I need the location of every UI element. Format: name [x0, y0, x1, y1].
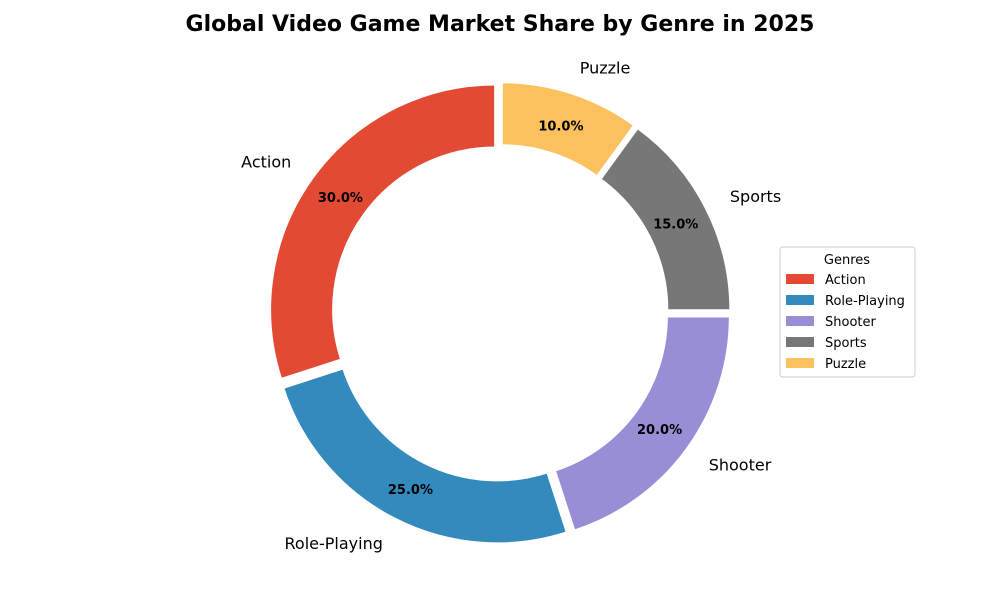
legend-label-action: Action — [825, 273, 866, 288]
slice-sports — [599, 126, 732, 312]
legend-swatch-puzzle — [786, 358, 814, 368]
chart-title: Global Video Game Market Share by Genre … — [186, 12, 815, 37]
category-label-sports: Sports — [730, 187, 781, 206]
slices-group — [269, 81, 732, 545]
legend-swatch-shooter — [786, 316, 814, 326]
category-labels-group: Action Role-Playing Shooter Sports Puzzle — [241, 59, 781, 553]
legend-label-role-playing: Role-Playing — [825, 294, 905, 309]
slice-shooter — [553, 315, 731, 532]
slice-role-playing — [282, 367, 569, 545]
percent-label-role-playing: 25.0% — [388, 483, 433, 498]
category-label-puzzle: Puzzle — [580, 59, 631, 78]
percent-label-sports: 15.0% — [653, 217, 698, 232]
legend-swatch-sports — [786, 337, 814, 347]
legend-label-shooter: Shooter — [825, 315, 876, 330]
legend-items: Action Role-Playing Shooter Sports Puzzle — [786, 273, 905, 372]
legend-label-puzzle: Puzzle — [825, 357, 866, 372]
slice-action — [269, 83, 497, 381]
percent-label-shooter: 20.0% — [637, 423, 682, 438]
percent-label-action: 30.0% — [318, 191, 363, 206]
category-label-shooter: Shooter — [709, 456, 772, 475]
percent-label-puzzle: 10.0% — [538, 119, 583, 134]
legend: Genres Action Role-Playing Shooter Sports Pu… — [779, 246, 916, 378]
category-label-role-playing: Role-Playing — [285, 534, 383, 553]
legend-title: Genres — [824, 253, 870, 268]
legend-swatch-role-playing — [786, 295, 814, 305]
category-label-action: Action — [241, 152, 291, 171]
percent-labels-group: 30.0% 25.0% 20.0% 15.0% 10.0% — [318, 119, 698, 497]
legend-swatch-action — [786, 274, 814, 284]
legend-label-sports: Sports — [825, 336, 867, 351]
slice-puzzle — [500, 81, 636, 178]
